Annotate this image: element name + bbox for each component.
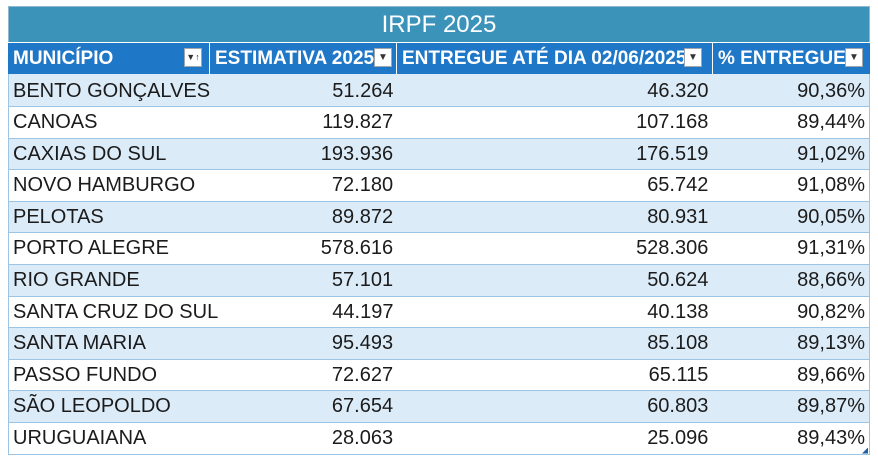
cell-percent[interactable]: 90,36% (797, 80, 865, 102)
sort-filter-icon: ▼↑ (186, 52, 200, 62)
filter-dropdown-button[interactable]: ▼ (374, 48, 392, 67)
cell-municipio[interactable]: RIO GRANDE (13, 268, 140, 291)
table-row: PASSO FUNDO 72.627 65.115 89,66% (9, 359, 869, 392)
cell-municipio[interactable]: PELOTAS (13, 205, 104, 228)
cell-entregue[interactable]: 65.742 (647, 174, 709, 197)
cell-entregue[interactable]: 528.306 (636, 237, 709, 260)
table-title: IRPF 2025 (8, 6, 870, 42)
cell-estimativa[interactable]: 51.264 (332, 80, 394, 102)
spreadsheet-table: IRPF 2025 MUNICÍPIO ▼↑ ESTIMATIVA 2025 ▼… (8, 6, 870, 455)
header-municipio: MUNICÍPIO ▼↑ (8, 43, 210, 74)
cell-estimativa[interactable]: 67.654 (331, 395, 394, 418)
cell-entregue[interactable]: 85.108 (647, 332, 709, 355)
header-label: ENTREGUE ATÉ DIA 02/06/2025 (402, 48, 687, 69)
cell-estimativa[interactable]: 578.616 (320, 237, 394, 260)
table-row: PORTO ALEGRE 578.616 528.306 91,31% (9, 233, 869, 265)
cell-percent[interactable]: 89,87% (797, 395, 865, 418)
cell-entregue[interactable]: 60.803 (647, 395, 709, 418)
cell-percent[interactable]: 89,66% (797, 363, 865, 386)
table-row: URUGUAIANA 28.063 25.096 89,43% (9, 422, 869, 455)
header-label: MUNICÍPIO (13, 48, 114, 69)
cell-entregue[interactable]: 65.115 (648, 363, 709, 386)
cell-entregue[interactable]: 50.624 (647, 268, 709, 291)
table-row: PELOTAS 89.872 80.931 90,05% (9, 201, 869, 234)
cell-percent[interactable]: 89,13% (797, 332, 865, 355)
cell-entregue[interactable]: 25.096 (647, 426, 709, 449)
cell-estimativa[interactable]: 95.493 (331, 332, 394, 355)
cell-municipio[interactable]: URUGUAIANA (13, 426, 147, 449)
table-row: CANOAS 119.827 107.168 89,44% (9, 107, 869, 139)
cell-entregue[interactable]: 40.138 (647, 300, 709, 323)
header-percent-entregue: % ENTREGUE ▼ (713, 43, 870, 74)
filter-dropdown-button[interactable]: ▼ (845, 48, 863, 67)
cell-estimativa[interactable]: 72.180 (331, 174, 394, 197)
table-row: SANTA MARIA 95.493 85.108 89,13% (9, 328, 869, 360)
cell-percent[interactable]: 91,08% (797, 174, 865, 197)
cell-estimativa[interactable]: 28.063 (331, 426, 394, 449)
cell-percent[interactable]: 91,02% (797, 142, 865, 165)
table-resize-handle[interactable] (862, 447, 868, 454)
cell-municipio[interactable]: CAXIAS DO SUL (13, 142, 167, 165)
cell-percent[interactable]: 90,82% (797, 300, 865, 323)
cell-municipio[interactable]: SÃO LEOPOLDO (13, 395, 171, 418)
dropdown-arrow-icon: ▼ (688, 52, 698, 63)
cell-estimativa[interactable]: 89.872 (331, 205, 394, 228)
header-entregue: ENTREGUE ATÉ DIA 02/06/2025 ▼ (397, 43, 713, 74)
sort-filter-button[interactable]: ▼↑ (184, 48, 202, 67)
cell-percent[interactable]: 90,05% (797, 205, 865, 228)
header-label: % ENTREGUE (718, 48, 846, 69)
table-row: SÃO LEOPOLDO 67.654 60.803 89,87% (9, 391, 869, 423)
cell-entregue[interactable]: 176.519 (636, 142, 709, 165)
cell-estimativa[interactable]: 193.936 (320, 142, 394, 165)
cell-entregue[interactable]: 80.931 (647, 205, 709, 228)
cell-municipio[interactable]: BENTO GONÇALVES (13, 80, 211, 102)
cell-municipio[interactable]: PORTO ALEGRE (13, 237, 169, 260)
dropdown-arrow-icon: ▼ (849, 52, 859, 63)
cell-estimativa[interactable]: 119.827 (322, 111, 394, 133)
filter-dropdown-button[interactable]: ▼ (684, 48, 702, 67)
cell-percent[interactable]: 88,66% (797, 268, 865, 291)
header-estimativa: ESTIMATIVA 2025 ▼ (210, 43, 397, 74)
cell-municipio[interactable]: NOVO HAMBURGO (13, 174, 196, 197)
cell-municipio[interactable]: SANTA CRUZ DO SUL (13, 300, 219, 323)
cell-entregue[interactable]: 46.320 (647, 80, 709, 102)
table-row: NOVO HAMBURGO 72.180 65.742 91,08% (9, 170, 869, 202)
cell-percent[interactable]: 89,43% (797, 426, 865, 449)
table-body: BENTO GONÇALVES 51.264 46.320 90,36% CANOAS 1… (8, 74, 870, 455)
cell-percent[interactable]: 91,31% (797, 237, 865, 260)
cell-percent[interactable]: 89,44% (797, 111, 865, 133)
table-row: SANTA CRUZ DO SUL 44.197 40.138 90,82% (9, 296, 869, 329)
dropdown-arrow-icon: ▼ (378, 52, 388, 63)
table-row: RIO GRANDE 57.101 50.624 88,66% (9, 264, 869, 297)
header-label: ESTIMATIVA 2025 (215, 48, 375, 69)
header-row: MUNICÍPIO ▼↑ ESTIMATIVA 2025 ▼ ENTREGUE … (8, 42, 870, 74)
cell-municipio[interactable]: SANTA MARIA (13, 332, 146, 355)
cell-municipio[interactable]: CANOAS (13, 111, 98, 133)
table-row: BENTO GONÇALVES 51.264 46.320 90,36% (9, 74, 869, 107)
cell-estimativa[interactable]: 72.627 (331, 363, 394, 386)
cell-municipio[interactable]: PASSO FUNDO (13, 363, 158, 386)
cell-entregue[interactable]: 107.168 (636, 111, 709, 133)
cell-estimativa[interactable]: 44.197 (332, 300, 394, 323)
cell-estimativa[interactable]: 57.101 (331, 268, 394, 291)
table-row: CAXIAS DO SUL 193.936 176.519 91,02% (9, 138, 869, 171)
